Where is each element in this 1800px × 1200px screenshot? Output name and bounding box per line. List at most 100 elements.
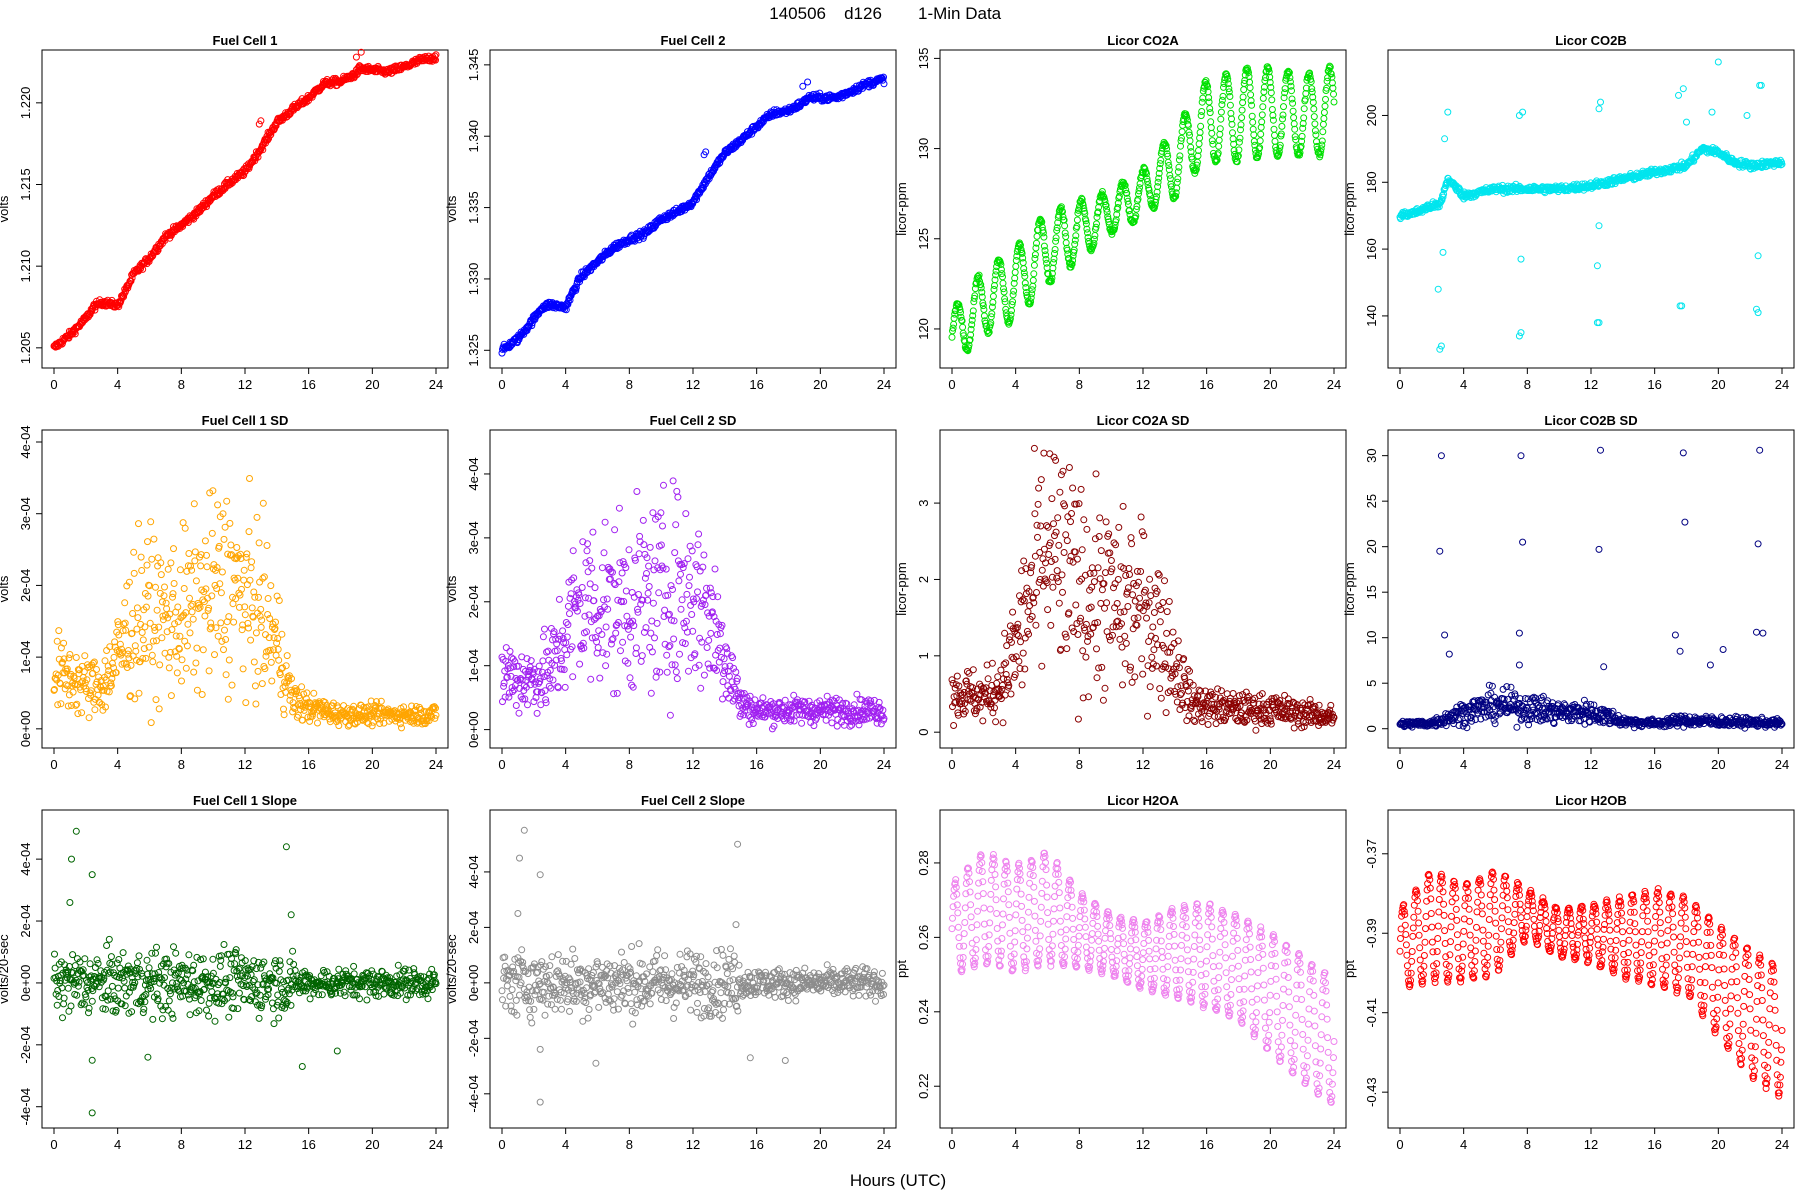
series-points: [948, 62, 1338, 355]
y-tick-label: 130: [916, 138, 931, 160]
y-tick-label: 1e-04: [18, 640, 33, 673]
data-point: [353, 71, 361, 79]
data-point: [596, 674, 604, 682]
panel-title: Licor CO2A: [1107, 33, 1179, 48]
x-tick-label: 24: [877, 377, 891, 392]
data-point: [644, 589, 652, 597]
data-point: [218, 568, 226, 576]
data-point: [672, 521, 680, 529]
data-point: [432, 51, 440, 59]
data-point: [149, 658, 157, 666]
data-point: [1310, 105, 1318, 113]
data-point: [182, 664, 190, 672]
data-point: [248, 604, 256, 612]
x-tick-label: 12: [238, 757, 252, 772]
data-point: [135, 520, 142, 528]
data-point: [226, 519, 234, 527]
y-tick-label: 1.345: [466, 49, 481, 82]
data-point: [953, 672, 961, 680]
data-point: [1037, 522, 1045, 530]
data-point: [1093, 674, 1101, 682]
data-point: [598, 631, 606, 638]
data-point-outlier: [1444, 108, 1452, 116]
data-point: [653, 619, 661, 627]
data-point: [686, 573, 693, 581]
panel-title: Fuel Cell 1 SD: [202, 413, 289, 428]
data-point: [499, 698, 506, 706]
data-point: [1131, 597, 1139, 605]
data-point: [217, 589, 225, 597]
data-point: [158, 598, 166, 606]
x-tick-label: 4: [114, 757, 121, 772]
data-point-outlier: [1714, 58, 1722, 66]
data-point: [1270, 125, 1278, 133]
y-tick-label: 0e+00: [18, 711, 33, 748]
data-point: [254, 667, 262, 675]
data-point: [1216, 130, 1224, 138]
data-point: [948, 333, 956, 341]
data-point: [1300, 114, 1308, 122]
data-point: [69, 330, 77, 338]
data-point: [694, 588, 701, 596]
data-point: [991, 282, 998, 289]
data-point: [1038, 566, 1046, 574]
data-point: [220, 535, 228, 543]
data-point: [1157, 694, 1165, 702]
data-point: [1087, 603, 1095, 611]
data-point: [638, 652, 646, 660]
x-tick-label: 4: [1012, 757, 1019, 772]
panel-title: Licor CO2A SD: [1097, 413, 1190, 428]
data-point: [150, 535, 158, 543]
data-point: [584, 568, 592, 576]
x-tick-label: 8: [1076, 377, 1083, 392]
data-point: [280, 711, 288, 719]
data-point: [124, 647, 132, 654]
data-point: [1054, 578, 1062, 586]
data-point: [158, 634, 166, 642]
data-point: [989, 292, 997, 300]
x-tick-label: 4: [1460, 377, 1467, 392]
x-tick-label: 8: [1524, 377, 1531, 392]
data-point: [255, 539, 263, 547]
data-point: [1312, 131, 1320, 139]
data-point: [637, 657, 645, 665]
data-point: [1239, 99, 1247, 107]
data-point: [649, 509, 657, 517]
data-point: [138, 567, 146, 574]
plot-frame: [41, 429, 449, 749]
panel-title: Fuel Cell 2 SD: [650, 413, 737, 428]
data-point: [131, 695, 139, 703]
data-point: [170, 545, 177, 553]
data-point: [602, 662, 610, 670]
data-point: [561, 683, 569, 691]
data-point: [201, 537, 209, 545]
data-point: [1138, 528, 1146, 536]
data-point: [189, 615, 197, 623]
data-point: [823, 692, 831, 700]
x-tick-label: 4: [562, 377, 569, 392]
data-point: [671, 549, 679, 557]
data-point: [1069, 484, 1077, 492]
y-tick-label: 160: [1364, 238, 1379, 260]
panel-title: Licor CO2B: [1555, 33, 1627, 48]
y-axis-label: volts: [0, 575, 11, 602]
series-points: [50, 48, 440, 351]
figure-title-day: d126: [844, 4, 882, 23]
data-point: [253, 513, 261, 521]
data-point: [1044, 523, 1052, 531]
data-point: [263, 542, 271, 549]
data-point: [683, 590, 691, 598]
x-tick-label: 16: [1199, 377, 1213, 392]
data-point: [999, 719, 1007, 727]
data-point: [578, 584, 586, 591]
series-points: [498, 477, 888, 733]
x-tick-label: 20: [813, 757, 827, 772]
series-points: [50, 475, 440, 732]
data-point: [1070, 628, 1078, 636]
y-tick-label: 1.330: [466, 263, 481, 296]
data-point: [988, 659, 996, 667]
x-tick-label: 12: [686, 377, 700, 392]
data-point: [173, 669, 181, 677]
data-point: [1094, 564, 1102, 572]
